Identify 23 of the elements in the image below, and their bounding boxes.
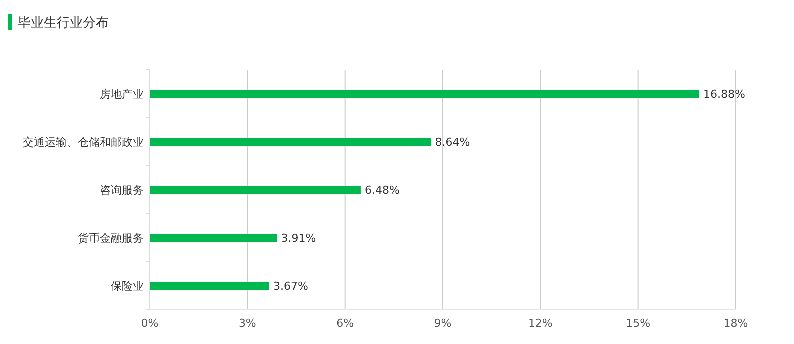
- y-tick-label: 货币金融服务: [78, 232, 144, 245]
- data-label: 6.48%: [364, 184, 400, 197]
- bar: [150, 234, 278, 242]
- data-label: 8.64%: [435, 136, 470, 149]
- x-tick-label: 9%: [434, 317, 452, 330]
- chart-title: 毕业生行业分布: [18, 16, 109, 31]
- x-tick-label: 3%: [238, 317, 256, 330]
- bar: [150, 138, 432, 146]
- bar: [150, 186, 361, 194]
- x-tick-label: 12%: [528, 317, 553, 330]
- y-tick-label: 咨询服务: [100, 184, 144, 197]
- x-tick-label: 15%: [626, 317, 651, 330]
- bar: [150, 90, 700, 98]
- x-tick-label: 6%: [336, 317, 354, 330]
- y-tick-label: 房地产业: [100, 88, 144, 101]
- x-tick-label: 0%: [141, 317, 159, 330]
- data-label: 3.67%: [273, 280, 308, 293]
- y-tick-label: 交通运输、仓储和邮政业: [23, 136, 144, 149]
- data-label: 16.88%: [704, 88, 746, 101]
- y-tick-label: 保险业: [111, 280, 144, 293]
- data-label: 3.91%: [281, 232, 316, 245]
- x-tick-label: 18%: [724, 317, 748, 330]
- bar: [150, 282, 270, 290]
